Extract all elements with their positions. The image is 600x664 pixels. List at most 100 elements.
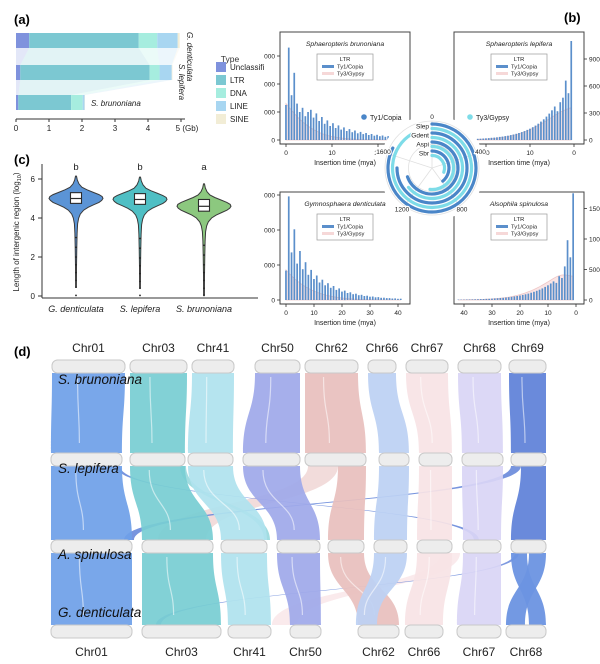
copia-bar — [397, 298, 399, 300]
chromosome-block — [456, 624, 502, 639]
top-chr-label: Chr66 — [366, 341, 399, 355]
copia-bar — [321, 279, 324, 300]
copia-bar — [355, 293, 357, 300]
copia-bar — [502, 297, 504, 300]
copia-bar — [335, 289, 338, 301]
chromosome-block — [510, 452, 547, 467]
a-legend-title: Type — [221, 54, 240, 64]
copia-bar — [558, 276, 560, 300]
outlier-dot — [139, 237, 141, 240]
bar-segment-LINE — [159, 65, 172, 80]
outlier-dot — [75, 256, 77, 258]
copia-bar — [572, 193, 574, 301]
chromosome-block — [276, 539, 321, 554]
synteny-ribbon-Chr68 — [462, 466, 503, 540]
copia-bar — [519, 295, 521, 300]
copia-bar — [312, 117, 315, 140]
copia-bar — [318, 282, 321, 300]
copia-bar — [465, 299, 468, 300]
copia-bar — [496, 298, 499, 300]
copia-bar — [518, 133, 520, 140]
sig-letter: b — [137, 162, 142, 173]
c-species-label: S. brunoniana — [176, 304, 232, 314]
bar-segment-LTR — [20, 65, 150, 80]
bar-segment-DNA — [149, 65, 160, 80]
synteny-ribbon-Chr50 — [243, 373, 300, 453]
ribbon-streak — [472, 376, 479, 444]
chromosome-block — [254, 359, 301, 374]
b-y-tick: 5000 — [589, 267, 600, 274]
polar-scale-tick: 800 — [457, 206, 468, 213]
panel-label-c: (c) — [14, 152, 30, 167]
chromosome-block — [304, 359, 359, 374]
copia-bar — [521, 294, 524, 300]
gypsy-swatch — [322, 72, 334, 75]
b-y-tick: 5000 — [264, 263, 275, 270]
outlier-dot — [203, 287, 205, 289]
ribbon-streak — [420, 376, 433, 444]
c-y-tick: 0 — [31, 292, 36, 301]
copia-bar — [566, 240, 569, 300]
copia-bar — [515, 133, 518, 140]
copia-bar — [570, 41, 573, 140]
chromosome-block — [50, 452, 123, 467]
copia-swatch — [496, 225, 508, 228]
sig-letter: b — [73, 162, 78, 173]
polar-arc — [430, 149, 451, 183]
b-legend-copia: Ty1/Copia — [511, 225, 538, 231]
outlier-dot — [203, 271, 205, 274]
synteny-ribbon-Chr62 — [328, 553, 399, 625]
b-x-tick: 40 — [460, 310, 468, 317]
chromosome-block — [418, 452, 453, 467]
ribbon-streak — [205, 376, 208, 444]
b-y-tick: 2000 — [264, 82, 275, 89]
chromosome-block — [461, 452, 504, 467]
copia-bar — [296, 103, 298, 140]
copia-bar — [343, 127, 345, 140]
b-x-tick: 0 — [284, 150, 288, 157]
b-x-tick: 0 — [574, 310, 578, 317]
copia-bar — [371, 296, 374, 300]
bottom-chr-label: Chr41 — [233, 645, 266, 659]
copia-bar — [505, 297, 507, 300]
copia-bar — [561, 278, 563, 300]
copia-bar — [337, 125, 340, 140]
c-y-label: Length of intergenic region (log10) — [12, 172, 23, 291]
polar-arc — [406, 135, 465, 201]
outlier-dot — [203, 244, 205, 247]
chromosome-block — [462, 539, 502, 554]
copia-bar — [479, 299, 482, 300]
b-legend-gypsy: Ty3/Gypsy — [337, 232, 364, 238]
b-legend-gypsy: Ty3/Gypsy — [511, 232, 538, 238]
copia-bar — [384, 136, 387, 140]
outlier-dot — [203, 279, 205, 282]
copia-bar — [332, 123, 334, 140]
chromosome-block — [141, 624, 222, 639]
synteny-ribbon-Chr66 — [368, 373, 409, 453]
ribbon-streak — [149, 376, 153, 444]
chromosome-block — [51, 359, 126, 374]
chromosome-block — [367, 359, 397, 374]
outlier-dot — [75, 264, 77, 266]
stack-connector — [16, 48, 30, 65]
synteny-riparian-plot: Chr01 Chr03 Chr41 Chr50 Chr62 Chr66 Chr67 Chr68… — [50, 341, 547, 659]
copia-bar — [340, 129, 342, 140]
outlier-dot — [203, 264, 205, 266]
bottom-chr-label: Chr01 — [75, 645, 108, 659]
b-legend-copia: Ty1/Copia — [337, 225, 364, 231]
b-y-tick: 10000 — [589, 237, 600, 244]
bar-segment-DNA — [138, 33, 158, 48]
polar-scale-tick: 1600 — [376, 149, 391, 156]
bottom-chr-label: Chr03 — [165, 645, 198, 659]
gypsy-dot — [467, 114, 473, 120]
bar-segment-DNA — [71, 95, 83, 110]
bar-segment-LINE — [157, 33, 178, 48]
b-x-tick: 10 — [328, 150, 336, 157]
c-species-label: S. lepifera — [120, 304, 161, 314]
polar-row-label: Sbr — [419, 150, 430, 157]
ribbon-streak — [236, 556, 246, 616]
a-legend-label: SINE — [230, 115, 249, 124]
copia-bar — [310, 109, 312, 140]
chromosome-block — [405, 359, 449, 374]
copia-bar — [343, 290, 346, 301]
